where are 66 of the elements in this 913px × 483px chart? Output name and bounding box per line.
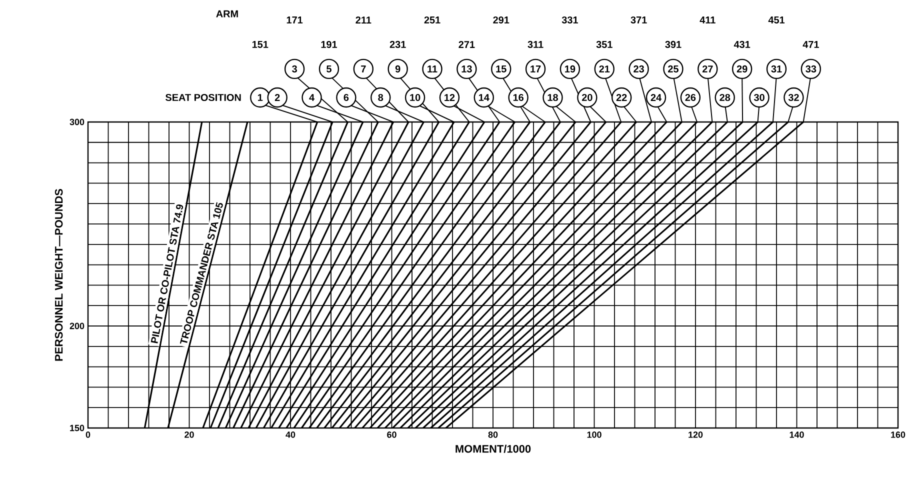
y-tick-label: 200: [70, 322, 84, 330]
text: 151: [252, 40, 268, 48]
legend-label: 14: [478, 94, 490, 101]
x-tick-label: 100: [587, 432, 602, 438]
text: 371: [630, 16, 647, 24]
x-tick-label: 80: [488, 432, 498, 438]
text: 211: [356, 16, 372, 24]
legend-label: 6: [344, 94, 349, 102]
legend-label: 4: [309, 94, 314, 101]
text: 331: [562, 16, 578, 24]
legend-label: 25: [668, 65, 678, 72]
legend-label: 10: [410, 94, 420, 102]
legend-label: 7: [361, 66, 366, 72]
text: 451: [768, 16, 785, 24]
text: 311: [528, 40, 544, 48]
x-tick-label: 0: [86, 432, 90, 438]
text: 351: [596, 40, 612, 48]
text: 171: [286, 16, 303, 24]
legend-label: 19: [565, 65, 576, 72]
x-tick-label: 120: [688, 432, 703, 438]
legend-label: 21: [599, 65, 610, 72]
legend-label: 23: [634, 65, 644, 72]
text: 431: [734, 40, 750, 48]
legend-label: 24: [650, 94, 662, 101]
x-tick-label: 20: [184, 432, 194, 438]
legend-label: 26: [685, 94, 696, 102]
legend-label: 13: [462, 65, 472, 72]
legend-label: 9: [395, 65, 400, 72]
legend-label: 11: [428, 66, 438, 72]
text: 191: [321, 40, 338, 48]
text: 251: [424, 16, 440, 24]
legend-label: 28: [720, 94, 730, 102]
legend-label: 17: [530, 66, 541, 72]
text: ARM: [216, 10, 238, 18]
x-tick-label: 40: [286, 432, 296, 438]
y-axis-title: PERSONNEL WEIGHT—POUNDS: [54, 188, 63, 361]
legend-label: 31: [771, 65, 782, 72]
text: SEAT POSITION: [166, 94, 241, 102]
legend-label: 5: [326, 65, 332, 72]
text: 291: [493, 16, 510, 24]
legend-label: 2: [274, 94, 280, 101]
y-tick-label: 150: [70, 424, 84, 432]
legend-label: 20: [582, 94, 592, 102]
legend-label: 33: [806, 65, 816, 72]
text: 471: [802, 41, 819, 48]
x-tick-label: 160: [891, 432, 906, 438]
legend-label: 22: [616, 94, 627, 101]
text: 391: [665, 40, 682, 48]
legend-label: 12: [444, 94, 455, 101]
text: 3: [292, 65, 297, 72]
legend-label: 18: [548, 94, 558, 102]
legend-label: 8: [378, 94, 384, 102]
legend-label: 29: [736, 65, 748, 72]
legend-label: 15: [496, 65, 506, 72]
legend-label: 16: [513, 94, 524, 102]
text: 411: [700, 16, 716, 24]
x-tick-label: 60: [387, 432, 396, 438]
x-tick-label: 140: [790, 432, 804, 438]
legend-label: 27: [702, 65, 713, 72]
text: 271: [458, 40, 475, 48]
y-tick-label: 300: [70, 118, 84, 126]
x-axis-title: MOMENT/1000: [456, 444, 531, 453]
legend-label: 30: [754, 94, 764, 102]
text: 1: [258, 94, 263, 101]
text: 231: [390, 40, 406, 48]
legend-label: 32: [788, 94, 799, 102]
